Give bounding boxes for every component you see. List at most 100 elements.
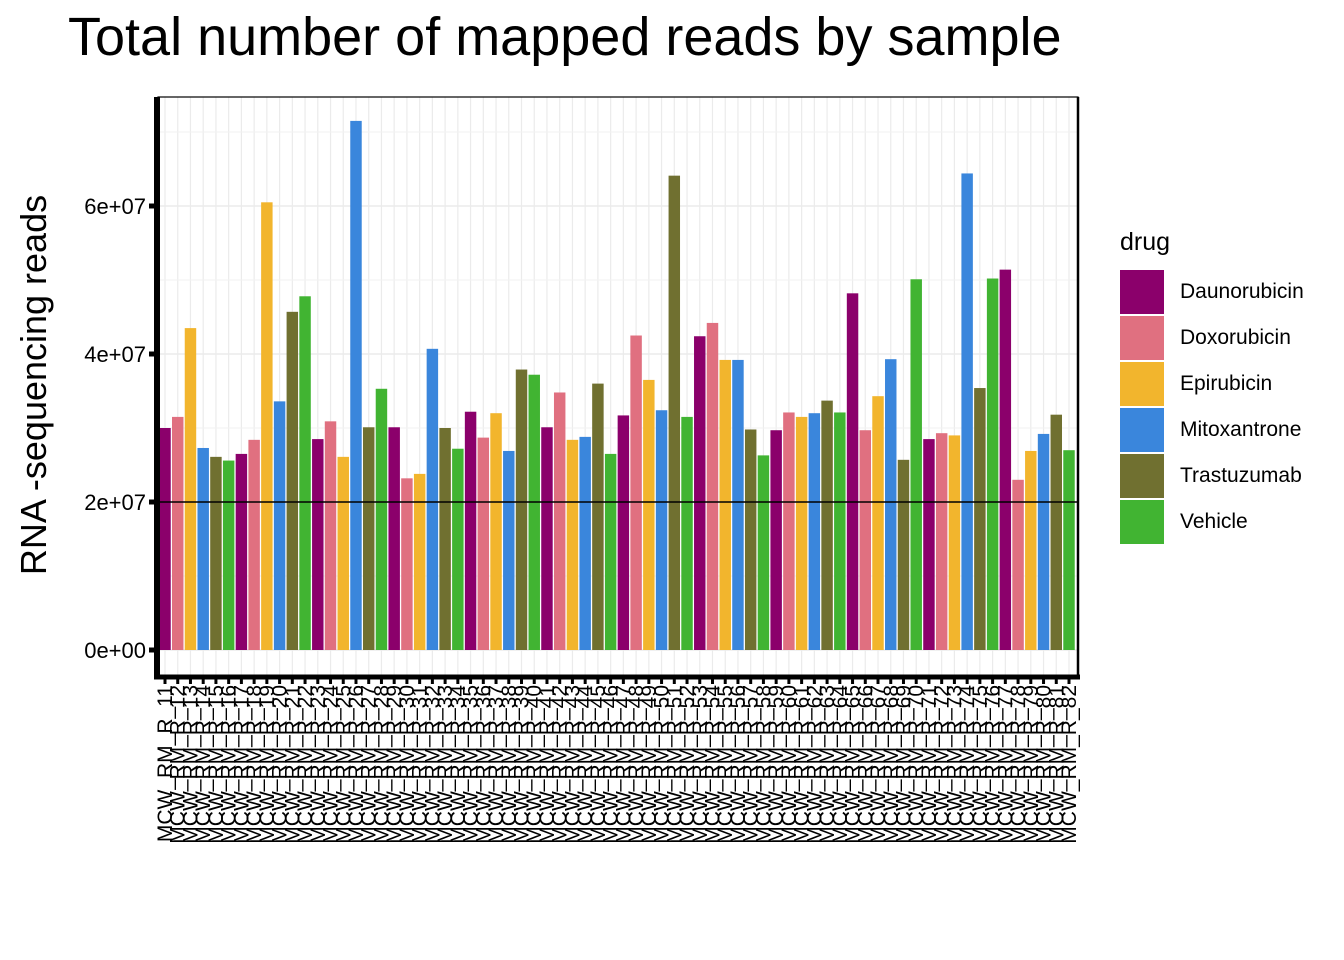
bar-MCW_RM_R_79 [1025,450,1037,650]
legend-item: Epirubicin [1120,361,1304,407]
x-tick-label: MCW_RM_R_43 [561,685,584,844]
x-tick-label: MCW_RM_R_60 [778,685,801,844]
bar-MCW_RM_R_78 [1012,479,1024,650]
legend-item: Trastuzumab [1120,453,1304,499]
x-tick-label: MCW_RM_R_73 [943,685,966,844]
bar-MCW_RM_R_23 [312,439,324,650]
x-tick-label: MCW_RM_R_47 [612,685,635,844]
x-tick-label: MCW_RM_R_30 [396,685,419,844]
y-tick-label: 2e+07 [84,490,146,515]
bar-MCW_RM_R_72 [935,433,948,650]
bar-MCW_RM_R_81 [1050,414,1062,650]
bar-MCW_RM_R_75 [974,388,986,650]
x-tick-label: MCW_RM_R_17 [230,685,253,844]
x-tick-label: MCW_RM_R_74 [956,685,979,844]
bar-MCW_RM_R_29 [388,427,400,650]
x-tick-label: MCW_RM_R_70 [905,685,928,844]
bar-MCW_RM_R_18 [248,439,260,650]
x-tick-label: MCW_RM_R_16 [218,685,241,844]
chart-title: Total number of mapped reads by sample [68,7,1062,67]
bar-MCW_RM_R_11 [159,428,171,650]
bar-MCW_RM_R_54 [706,322,719,650]
x-tick-label: MCW_RM_R_26 [345,685,368,844]
bar-MCW_RM_R_39 [515,369,528,650]
bar-MCW_RM_R_33 [439,428,451,650]
bar-MCW_RM_R_77 [999,269,1012,650]
legend-swatch [1120,362,1164,406]
x-tick-label: MCW_RM_R_12 [167,685,190,844]
x-tick-label: MCW_RM_R_34 [447,685,470,844]
x-tick-label: MCW_RM_R_23 [307,685,330,844]
x-tick-label: MCW_RM_R_46 [600,685,623,844]
bar-MCW_RM_R_27 [362,427,375,650]
legend-swatch [1120,316,1164,360]
bar-MCW_RM_R_69 [897,459,910,650]
bar-MCW_RM_R_26 [350,120,362,650]
x-tick-label: MCW_RM_R_57 [740,685,763,844]
x-tick-label: MCW_RM_R_79 [1020,685,1043,844]
x-tick-label: MCW_RM_R_52 [676,685,699,844]
x-tick-label: MCW_RM_R_59 [765,685,788,844]
x-tick-label: MCW_RM_R_25 [332,685,355,844]
x-tick-label: MCW_RM_R_82 [1058,685,1081,844]
bar-MCW_RM_R_80 [1037,433,1050,650]
x-tick-label: MCW_RM_R_32 [421,685,444,844]
x-tick-label: MCW_RM_R_11 [154,685,177,842]
bar-MCW_RM_R_34 [452,448,464,650]
bar-MCW_RM_R_36 [477,437,490,650]
x-tick-label: MCW_RM_R_65 [842,685,865,844]
x-tick-label: MCW_RM_R_44 [574,685,597,844]
legend-item: Vehicle [1120,499,1304,545]
bar-MCW_RM_R_35 [464,411,477,650]
x-tick-label: MCW_RM_R_56 [727,685,750,844]
bar-MCW_RM_R_41 [541,427,553,650]
x-tick-label: MCW_RM_R_68 [880,685,903,844]
x-tick-label: MCW_RM_R_48 [625,685,648,844]
legend-items: Daunorubicin Doxorubicin Epirubicin Mitoxan… [1120,269,1304,545]
x-tick-label: MCW_RM_R_21 [281,685,304,844]
bar-MCW_RM_R_49 [643,379,655,650]
bar-MCW_RM_R_40 [528,374,540,650]
x-tick-label: MCW_RM_R_49 [638,685,661,844]
bar-MCW_RM_R_50 [655,410,668,650]
x-tick-label: MCW_RM_R_37 [485,685,508,844]
bar-MCW_RM_R_52 [681,416,693,650]
x-tick-label: MCW_RM_R_63 [816,685,839,844]
bar-MCW_RM_R_21 [286,311,299,650]
bar-MCW_RM_R_38 [503,450,515,650]
x-tick-label: MCW_RM_R_80 [1033,685,1056,844]
bar-MCW_RM_R_62 [808,413,821,650]
bar-MCW_RM_R_42 [553,392,566,650]
x-tick-label: MCW_RM_R_78 [1007,685,1030,844]
bar-MCW_RM_R_64 [834,412,846,650]
x-tick-label: MCW_RM_R_67 [867,685,890,844]
bar-MCW_RM_R_46 [604,453,617,650]
bar-MCW_RM_R_63 [821,400,833,650]
legend-label: Mitoxantrone [1180,418,1302,441]
bar-MCW_RM_R_30 [401,478,413,650]
x-tick-label: MCW_RM_R_71 [918,685,941,844]
x-tick-label: MCW_RM_R_33 [434,685,457,844]
x-tick-label: MCW_RM_R_22 [294,685,317,844]
bar-MCW_RM_R_65 [846,293,859,650]
x-tick-label: MCW_RM_R_64 [829,685,852,844]
bar-MCW_RM_R_57 [744,429,757,650]
bar-MCW_RM_R_58 [757,455,770,650]
x-tick-label: MCW_RM_R_53 [689,685,712,844]
x-tick-label: MCW_RM_R_19 [256,685,279,844]
bar-MCW_RM_R_76 [986,278,999,650]
legend-item: Doxorubicin [1120,315,1304,361]
x-tick-label: MCW_RM_R_27 [358,685,381,844]
bar-MCW_RM_R_19 [261,202,273,651]
legend-swatch [1120,270,1164,314]
bar-MCW_RM_R_25 [337,456,349,650]
bar-MCW_RM_R_82 [1063,450,1075,650]
legend: drug Daunorubicin Doxorubicin Epirubicin Mi… [1120,228,1304,545]
x-tick-label: MCW_RM_R_20 [269,685,292,844]
bar-MCW_RM_R_68 [885,359,897,650]
x-tick-label: MCW_RM_R_76 [982,685,1005,844]
x-tick-label: MCW_RM_R_28 [370,685,393,844]
x-tick-label: MCW_RM_R_81 [1045,685,1068,844]
y-tick-label: 6e+07 [84,194,146,219]
